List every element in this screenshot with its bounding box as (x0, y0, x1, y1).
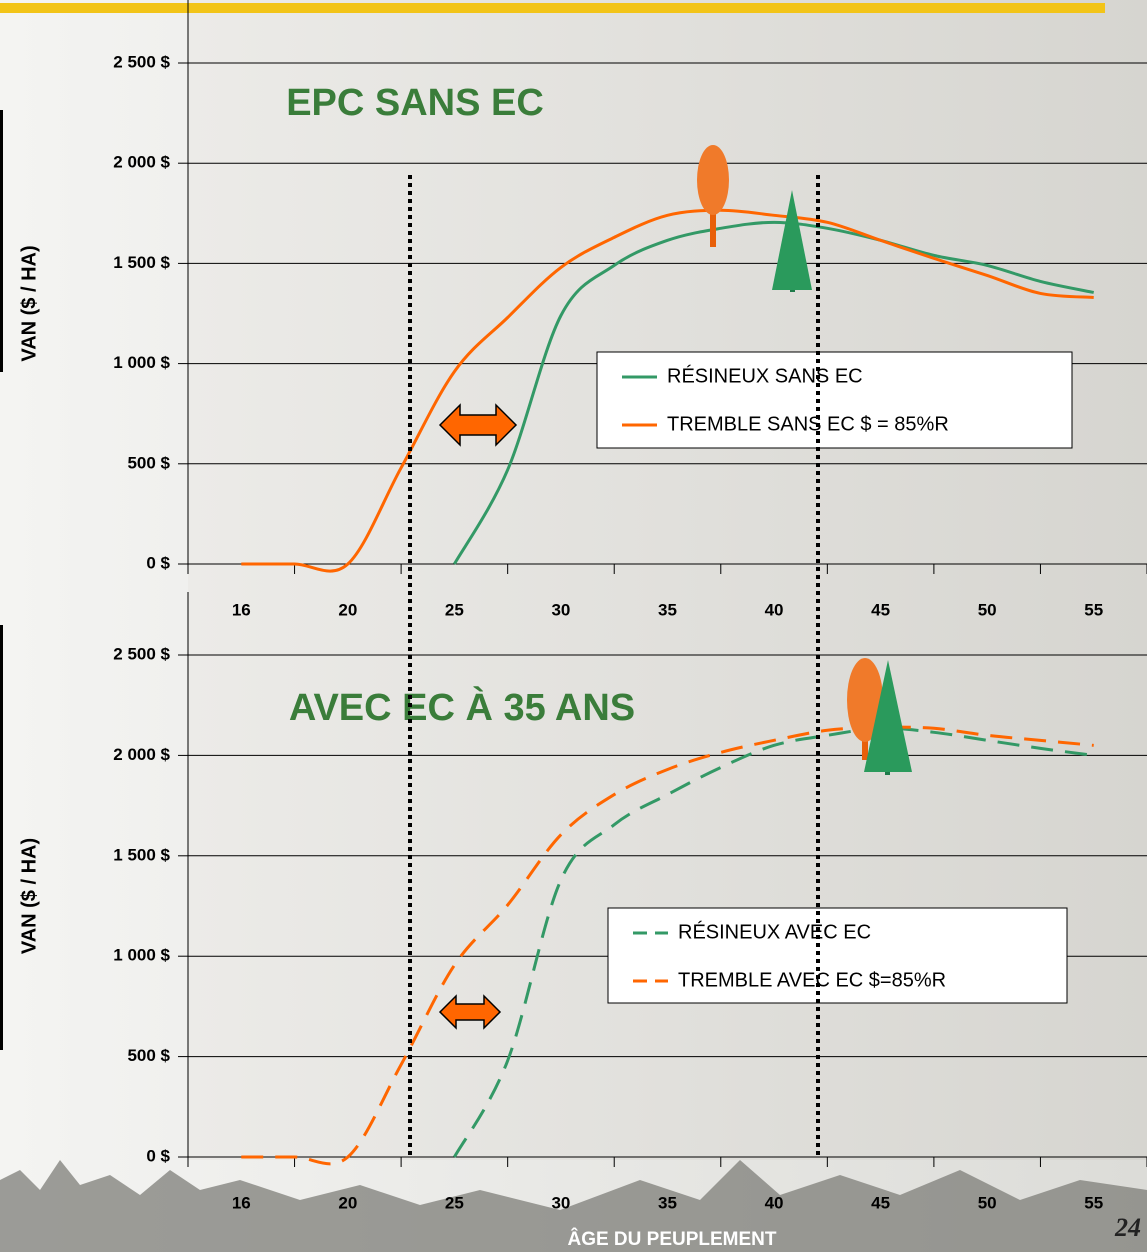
x-tick-label: 16 (232, 600, 251, 619)
y-tick-label: 1 500 $ (113, 845, 170, 864)
x-tick-label: 35 (658, 600, 677, 619)
x-tick-label: 25 (445, 600, 464, 619)
double-arrow (438, 403, 518, 447)
y-axis-label: VAN ($ / HA) (18, 838, 40, 954)
x-tick-label: 20 (338, 600, 357, 619)
aspen-icon (847, 658, 883, 760)
x-tick-label: 16 (232, 1193, 251, 1212)
spruce-icon (864, 660, 912, 775)
y-tick-label: 2 000 $ (113, 153, 170, 172)
x-tick-label: 50 (978, 1193, 997, 1212)
legend (607, 907, 1068, 1004)
x-tick-label: 30 (551, 600, 570, 619)
legend-label: RÉSINEUX AVEC EC (678, 920, 871, 943)
page-number: 24 (1114, 1213, 1141, 1242)
forest-silhouette (0, 1160, 1147, 1252)
aspen-icon (697, 145, 729, 247)
y-tick-label: 1 000 $ (113, 353, 170, 372)
double-arrow (438, 994, 502, 1030)
header-bar (0, 3, 1105, 13)
y-axis-label: VAN ($ / HA) (18, 245, 40, 361)
series-line (453, 220, 1095, 565)
y-tick-label: 0 $ (146, 553, 170, 572)
x-tick-label: 35 (658, 1193, 677, 1212)
y-tick-label: 500 $ (127, 453, 170, 472)
side-bracket (0, 625, 3, 1050)
y-tick-label: 500 $ (127, 1046, 170, 1065)
series-line (241, 208, 1094, 573)
x-tick-label: 40 (765, 1193, 784, 1212)
legend (596, 351, 1073, 449)
y-tick-label: 0 $ (146, 1146, 170, 1165)
series-line (453, 726, 1094, 1158)
plots: 0 $500 $1 000 $1 500 $2 000 $2 500 $16 20… (18, 0, 1147, 1250)
series-line (241, 725, 1094, 1166)
y-tick-label: 1 000 $ (113, 946, 170, 965)
spruce-icon (772, 190, 812, 292)
legend-label: TREMBLE SANS EC $ = 85%R (667, 413, 949, 435)
y-tick-label: 1 500 $ (113, 253, 170, 272)
x-tick-label: 45 (871, 1193, 890, 1212)
x-tick-label: 25 (445, 1193, 464, 1212)
x-tick-label: 30 (551, 1193, 570, 1212)
x-axis-label: ÂGE DU PEUPLEMENT (567, 1228, 776, 1250)
x-tick-label: 55 (1084, 600, 1103, 619)
x-tick-label: 55 (1084, 1193, 1103, 1212)
chart-title: AVEC EC À 35 ANS (289, 685, 635, 729)
y-tick-label: 2 500 $ (113, 52, 170, 71)
x-tick-label: 45 (871, 600, 890, 619)
x-tick-label: 40 (765, 600, 784, 619)
legend-label: RÉSINEUX SANS EC (667, 364, 863, 387)
x-tick-label: 50 (978, 600, 997, 619)
side-bracket (0, 110, 3, 372)
x-tick-label: 20 (338, 1193, 357, 1212)
y-tick-label: 2 500 $ (113, 644, 170, 663)
y-tick-label: 2 000 $ (113, 745, 170, 764)
legend-label: TREMBLE AVEC EC $=85%R (678, 969, 946, 991)
chart-title: EPC SANS EC (286, 82, 544, 124)
